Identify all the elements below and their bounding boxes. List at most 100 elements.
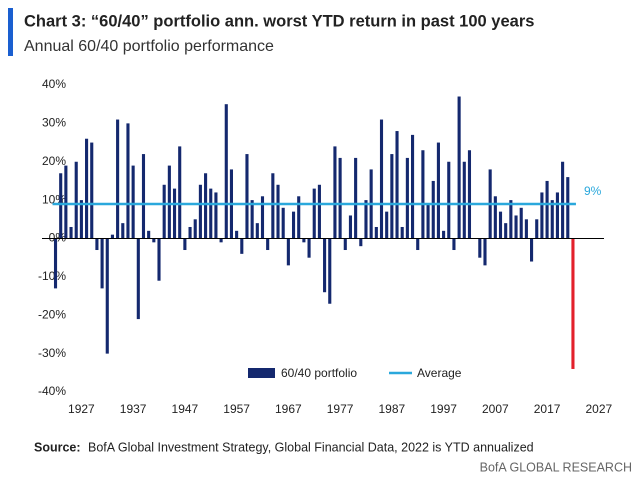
bar — [328, 238, 332, 304]
bar — [157, 238, 161, 281]
bar — [561, 161, 565, 239]
legend-label: 60/40 portfolio — [281, 366, 357, 380]
bar — [59, 173, 63, 239]
bar — [204, 173, 208, 239]
bar — [323, 238, 327, 293]
bar — [416, 238, 420, 251]
bar — [348, 215, 353, 239]
bar — [131, 165, 135, 239]
x-tick-label: 2007 — [482, 402, 509, 416]
bar — [540, 192, 544, 239]
bar — [240, 238, 244, 254]
source-label: Source: — [34, 440, 81, 454]
bar — [390, 154, 394, 239]
bar — [198, 184, 202, 239]
bar — [297, 196, 301, 239]
bar — [333, 146, 337, 239]
bar — [141, 154, 146, 239]
legend-swatch — [248, 368, 275, 378]
bar — [136, 238, 140, 320]
bar — [79, 200, 83, 239]
bar — [214, 192, 218, 239]
bar — [90, 142, 94, 239]
bar — [85, 138, 89, 239]
bar — [152, 238, 156, 243]
footer: BofA GLOBAL RESEARCH — [480, 460, 632, 474]
bar — [519, 207, 523, 239]
bar — [379, 119, 384, 239]
x-tick-label: 1997 — [430, 402, 457, 416]
bar — [95, 238, 99, 251]
bar — [514, 215, 518, 239]
x-tick-label: 1967 — [275, 402, 302, 416]
bar — [405, 157, 409, 239]
bar — [69, 226, 73, 239]
bar — [291, 211, 296, 239]
average-label: 9% — [584, 184, 602, 198]
bar — [105, 238, 109, 354]
bar — [209, 188, 213, 239]
y-tick-label: -40% — [38, 384, 66, 398]
x-tick-label: 1977 — [327, 402, 354, 416]
bar — [235, 230, 239, 239]
bar — [317, 184, 321, 239]
bar — [64, 165, 68, 239]
accent-bar — [8, 8, 13, 56]
bar — [436, 142, 440, 239]
bar — [385, 211, 389, 239]
bar — [266, 238, 270, 251]
x-tick-label: 2017 — [534, 402, 561, 416]
bar — [183, 238, 187, 251]
y-tick-label: 0% — [49, 231, 67, 245]
bar — [426, 203, 430, 239]
bar — [483, 238, 487, 266]
x-tick-label: 1947 — [172, 402, 199, 416]
bar — [307, 238, 311, 258]
bar — [509, 200, 513, 239]
bar — [400, 226, 404, 239]
x-tick-label: 1927 — [68, 402, 95, 416]
y-tick-label: -10% — [38, 269, 66, 283]
bar — [260, 196, 265, 239]
y-tick-label: -20% — [38, 307, 66, 321]
source: BofA Global Investment Strategy, Global … — [88, 440, 534, 454]
bar — [126, 123, 130, 239]
bar — [571, 238, 575, 369]
bar — [395, 131, 399, 239]
bar — [224, 104, 228, 239]
bar — [504, 223, 508, 239]
bar — [53, 238, 58, 289]
y-tick-label: -30% — [38, 346, 66, 360]
bar — [302, 238, 306, 243]
bar — [452, 238, 456, 251]
bar — [374, 226, 378, 239]
bar — [167, 165, 171, 239]
bar — [255, 223, 259, 239]
bar — [172, 188, 177, 239]
bar — [457, 96, 461, 239]
bar — [250, 200, 254, 239]
bar — [410, 134, 415, 239]
bar — [530, 238, 534, 262]
bar — [219, 238, 223, 243]
bar — [462, 161, 466, 239]
bar — [188, 226, 192, 239]
bar — [535, 219, 539, 239]
bar — [550, 200, 554, 239]
bar — [147, 230, 151, 239]
bar — [271, 173, 275, 239]
x-tick-label: 2027 — [585, 402, 612, 416]
bar — [276, 184, 280, 239]
bar — [359, 238, 363, 247]
bar — [74, 161, 78, 239]
bar — [178, 146, 182, 239]
bar — [281, 207, 285, 239]
x-tick-label: 1987 — [379, 402, 406, 416]
bar — [478, 238, 482, 258]
bar — [421, 150, 425, 239]
bar — [498, 211, 503, 239]
chart-title: Chart 3: “60/40” portfolio ann. worst YT… — [24, 12, 534, 30]
bar — [100, 238, 104, 289]
bar — [493, 196, 497, 239]
